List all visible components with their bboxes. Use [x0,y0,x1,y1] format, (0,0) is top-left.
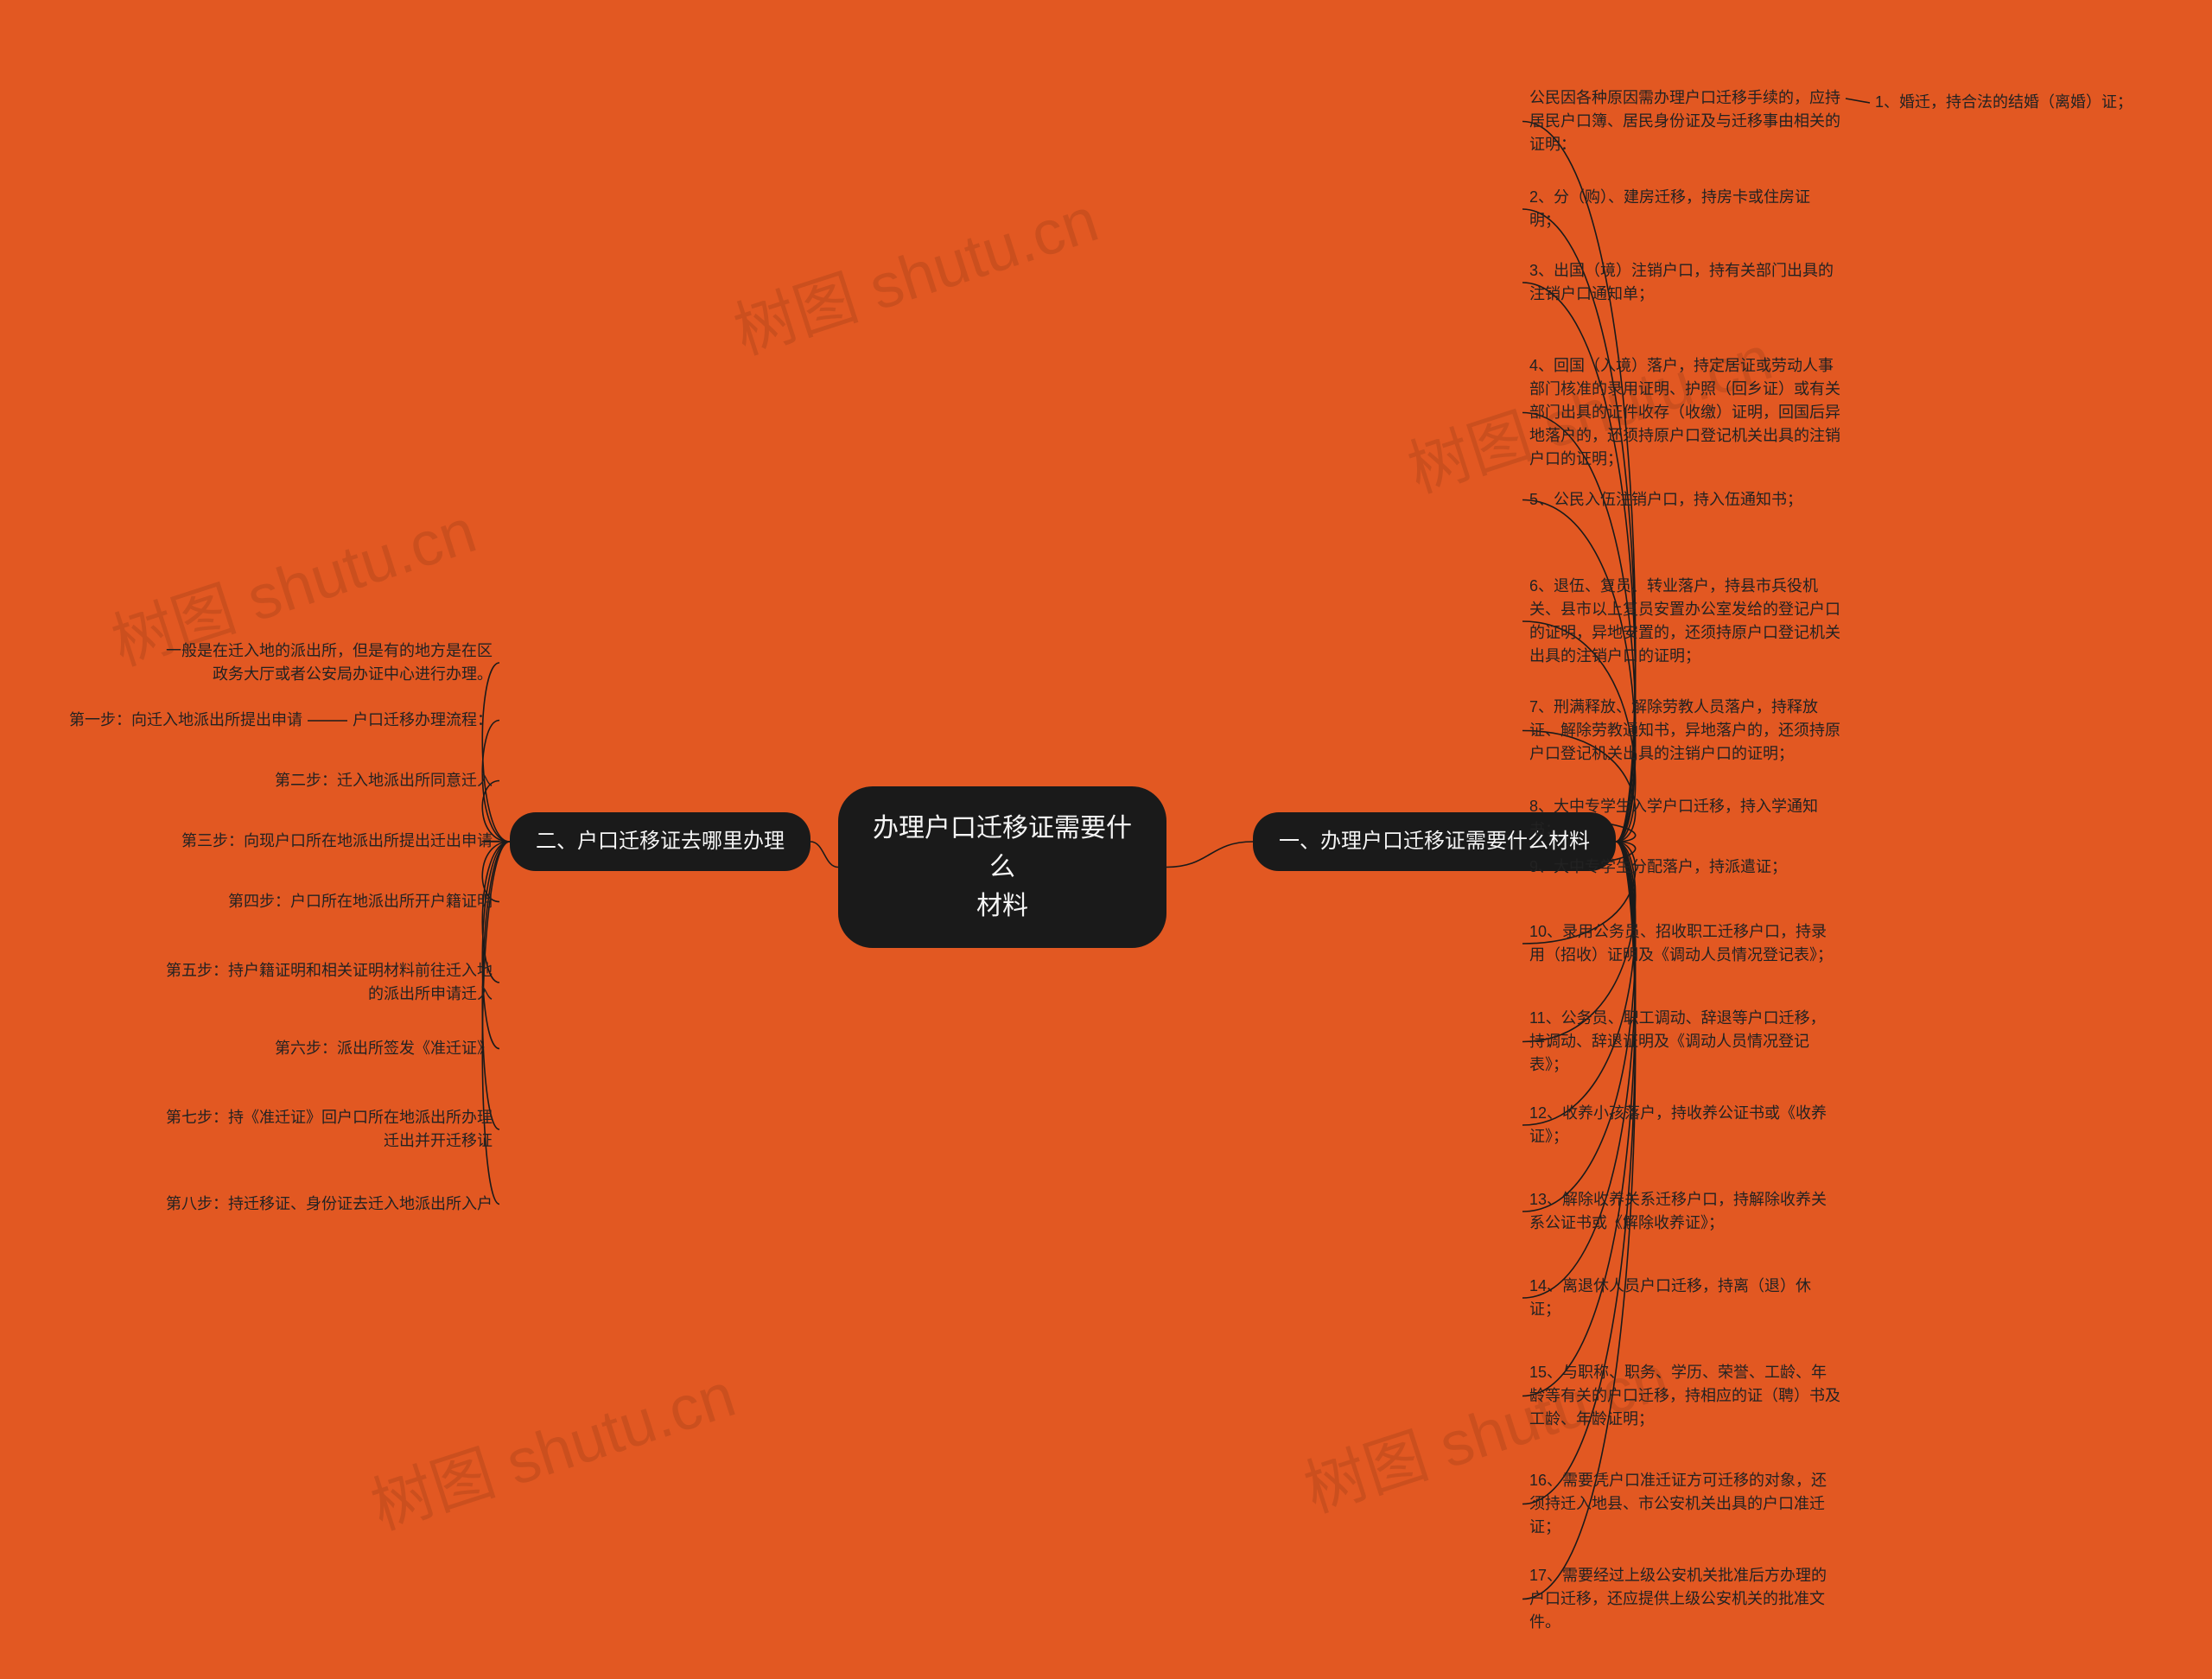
right-leaf-6: 7、刑满释放、解除劳教人员落户，持释放证、解除劳教通知书，异地落户的，还须持原户… [1529,696,1840,766]
right-leaf-16: 17、需要经过上级公安机关批准后方办理的户口迁移，还应提供上级公安机关的批准文件… [1529,1564,1840,1634]
left-leaf-7: 第七步：持《准迁证》回户口所在地派出所办理迁出并开迁移证 [164,1106,493,1153]
left-leaf-1-sub: 第一步：向迁入地派出所提出申请 [69,709,302,732]
right-leaf-8: 9、大中专学生分配落户，持派遣证； [1529,855,1787,879]
right-leaf-14: 15、与职称、职务、学历、荣誉、工龄、年龄等有关的户口迁移，持相应的证（聘）书及… [1529,1361,1840,1431]
right-leaf-12: 13、解除收养关系迁移户口，持解除收养关系公证书或《解除收养证》； [1529,1188,1840,1235]
center-node: 办理户口迁移证需要什么 材料 [838,786,1166,948]
right-leaf-7: 8、大中专学生入学户口迁移，持入学通知书； [1529,795,1840,842]
left-leaf-5: 第五步：持户籍证明和相关证明材料前往迁入地的派出所申请迁入 [164,959,493,1006]
left-leaf-1: 户口迁移办理流程： [353,709,493,732]
watermark: 树图 shutu.cn [721,169,1107,372]
right-leaf-15: 16、需要凭户口准迁证方可迁移的对象，还须持迁入地县、市公安机关出具的户口准迁证… [1529,1469,1840,1539]
right-leaf-9: 10、录用公务员、招收职工迁移户口，持录用（招收）证明及《调动人员情况登记表》； [1529,920,1840,967]
center-line1: 办理户口迁移证需要什么 [873,809,1132,887]
left-leaf-0: 一般是在迁入地的派出所，但是有的地方是在区政务大厅或者公安局办证中心进行办理。 [164,639,493,686]
left-leaf-4: 第四步：户口所在地派出所开户籍证明 [228,890,493,913]
left-leaf-2: 第二步：迁入地派出所同意迁入 [275,769,493,792]
right-leaf-11: 12、收养小孩落户，持收养公证书或《收养证》； [1529,1102,1840,1148]
left-leaf-6: 第六步：派出所签发《准迁证》 [275,1037,493,1060]
right-leaf-3: 4、回国（入境）落户，持定居证或劳动人事部门核准的录用证明、护照（回乡证）或有关… [1529,354,1840,471]
right-leaf-10: 11、公务员、职工调动、辞退等户口迁移，持调动、辞退证明及《调动人员情况登记表》… [1529,1007,1840,1077]
right-leaf-0: 公民因各种原因需办理户口迁移手续的，应持居民户口簿、居民身份证及与迁移事由相关的… [1529,86,1840,156]
left-leaf-8: 第八步：持迁移证、身份证去迁入地派出所入户 [166,1192,493,1216]
left-leaf-3: 第三步：向现户口所在地派出所提出迁出申请 [181,830,493,853]
right-leaf-5: 6、退伍、复员、转业落户，持县市兵役机关、县市以上复员安置办公室发给的登记户口的… [1529,575,1840,668]
right-leaf-0-sub: 1、婚迁，持合法的结婚（离婚）证； [1875,91,2133,114]
left-branch-node: 二、户口迁移证去哪里办理 [510,812,810,871]
right-leaf-2: 3、出国（境）注销户口，持有关部门出具的注销户口通知单； [1529,259,1840,306]
right-leaf-13: 14、离退休人员户口迁移，持离（退）休证； [1529,1275,1840,1321]
watermark: 树图 shutu.cn [358,1344,744,1547]
right-leaf-4: 5、公民入伍注销户口，持入伍通知书； [1529,488,1802,512]
right-leaf-1: 2、分（购）、建房迁移，持房卡或住房证明； [1529,186,1840,232]
center-line2: 材料 [873,887,1132,925]
